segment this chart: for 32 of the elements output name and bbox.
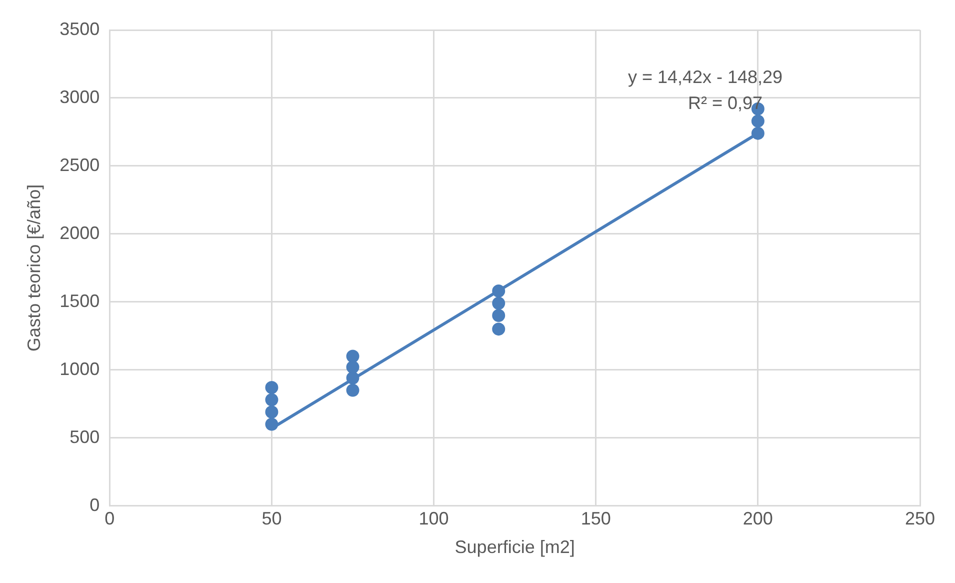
x-tick-label: 200: [742, 508, 773, 529]
y-tick-label: 1500: [60, 290, 100, 311]
y-tick-label: 3500: [60, 18, 100, 39]
x-tick-label: 100: [418, 508, 449, 529]
point: [346, 384, 360, 397]
y-tick-label: 3000: [60, 86, 100, 107]
point: [265, 418, 278, 431]
y-tick-label: 1000: [60, 358, 100, 379]
annotation: R² = 0,97: [688, 92, 763, 113]
y-tick-label: 500: [70, 426, 100, 447]
point: [265, 393, 278, 406]
point: [492, 322, 506, 336]
x-tick-label: 250: [904, 508, 936, 529]
point: [492, 296, 506, 310]
point: [751, 126, 764, 140]
x-tick-label: 0: [104, 508, 115, 529]
y-tick-label: 2000: [60, 222, 100, 243]
y-tick-label: 2500: [60, 154, 100, 175]
point: [492, 308, 506, 322]
point: [492, 284, 506, 298]
point: [265, 406, 278, 418]
x-tick-label: 150: [580, 508, 611, 529]
y-axis-title: Gasto teorico [€/año]: [24, 184, 44, 352]
point: [346, 350, 360, 363]
y-tick-label: 0: [90, 494, 100, 515]
x-tick-label: 50: [262, 508, 282, 529]
point: [346, 360, 360, 374]
annotation: y = 14,42x - 148,29: [628, 66, 783, 87]
x-axis-title: Superficie [m2]: [454, 537, 575, 558]
point: [265, 381, 278, 394]
point: [751, 114, 764, 128]
point: [346, 372, 360, 385]
